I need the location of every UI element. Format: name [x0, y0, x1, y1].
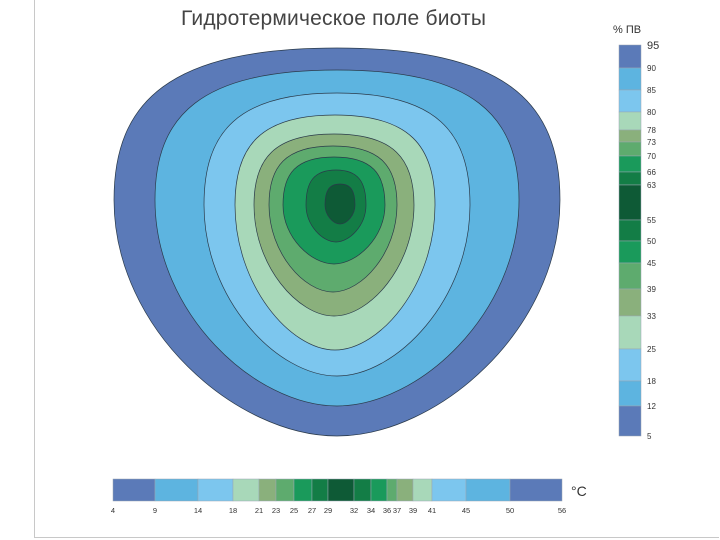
horizontal-scale-segment — [327, 478, 355, 502]
horizontal-scale-segment — [293, 478, 313, 502]
horizontal-scale-tick-label: 45 — [462, 506, 470, 515]
vertical-scale-segment — [618, 315, 642, 350]
vertical-scale-tick-label: 90 — [647, 64, 656, 73]
vertical-scale-tick-label: 85 — [647, 86, 656, 95]
horizontal-scale-segment — [275, 478, 295, 502]
vertical-scale-segment — [618, 380, 642, 407]
horizontal-scale-segment — [311, 478, 329, 502]
vertical-scale-tick-label: 5 — [647, 432, 652, 441]
vertical-scale-segment — [618, 240, 642, 264]
vertical-scale: 95 90 85 80 78 73 70 66 63 55 50 45 39 33 25 18 12 5 — [618, 40, 659, 441]
vertical-scale-tick-label: 66 — [647, 168, 656, 177]
horizontal-scale-segment — [370, 478, 388, 502]
horizontal-scale-tick-label: 4 — [111, 506, 115, 515]
vertical-scale-tick-label: 73 — [647, 138, 656, 147]
figure-title: Гидротермическое поле биоты — [181, 7, 487, 30]
vertical-scale-segment — [618, 44, 642, 69]
vertical-scale-tick-label: 33 — [647, 312, 656, 321]
vertical-scale-segment — [618, 262, 642, 290]
vertical-scale-segment — [618, 219, 642, 242]
horizontal-scale-tick-label: 27 — [308, 506, 316, 515]
vertical-scale-segment — [618, 155, 642, 173]
vertical-scale-segment — [618, 141, 642, 157]
horizontal-scale-segment — [112, 478, 156, 502]
horizontal-scale-tick-label: 9 — [153, 506, 157, 515]
horizontal-scale-tick-label: 32 — [350, 506, 358, 515]
horizontal-scale-tick-label: 36 — [383, 506, 391, 515]
horizontal-scale-segment — [431, 478, 467, 502]
horizontal-scale-segment — [353, 478, 372, 502]
vertical-scale-segment — [618, 67, 642, 91]
horizontal-scale-segment — [465, 478, 511, 502]
contour-field — [113, 47, 561, 437]
horizontal-scale-segment — [232, 478, 260, 502]
vertical-scale-segment — [618, 288, 642, 317]
vertical-scale-tick-label: 95 — [647, 40, 659, 52]
horizontal-scale-tick-label: 25 — [290, 506, 298, 515]
horizontal-scale-tick-label: 14 — [194, 506, 202, 515]
vertical-scale-tick-label: 18 — [647, 377, 656, 386]
horizontal-scale-tick-label: 39 — [409, 506, 417, 515]
vertical-scale-tick-label: 12 — [647, 402, 656, 411]
vertical-scale-segment — [618, 129, 642, 143]
horizontal-scale-tick-label: 23 — [272, 506, 280, 515]
vertical-scale-tick-label: 50 — [647, 237, 656, 246]
vertical-scale-tick-label: 45 — [647, 259, 656, 268]
vertical-scale-tick-label: 78 — [647, 126, 656, 135]
vertical-scale-tick-label: 63 — [647, 181, 656, 190]
horizontal-scale-tick-label: 37 — [393, 506, 401, 515]
vertical-scale-unit: % ПВ — [613, 24, 642, 36]
contour-band-9 — [324, 183, 356, 225]
vertical-scale-segment — [618, 405, 642, 437]
horizontal-scale-tick-label: 56 — [558, 506, 566, 515]
vertical-scale-tick-label: 55 — [647, 216, 656, 225]
horizontal-scale-segment — [412, 478, 433, 502]
horizontal-scale-tick-label: 21 — [255, 506, 263, 515]
vertical-scale-tick-label: 25 — [647, 345, 656, 354]
horizontal-scale-tick-label: 50 — [506, 506, 514, 515]
vertical-scale-tick-label: 70 — [647, 152, 656, 161]
horizontal-scale-segment — [386, 478, 398, 502]
horizontal-scale-tick-label: 29 — [324, 506, 332, 515]
horizontal-scale-tick-label: 41 — [428, 506, 436, 515]
vertical-scale-segment — [618, 348, 642, 382]
horizontal-scale-segment — [154, 478, 199, 502]
horizontal-scale-unit: °C — [571, 483, 587, 499]
vertical-scale-segment — [618, 111, 642, 131]
vertical-scale-segment — [618, 171, 642, 186]
vertical-scale-tick-label: 39 — [647, 285, 656, 294]
horizontal-scale-segment — [258, 478, 277, 502]
horizontal-scale-segment — [197, 478, 234, 502]
horizontal-scale-segment — [509, 478, 563, 502]
horizontal-scale-tick-label: 34 — [367, 506, 375, 515]
horizontal-scale-tick-label: 18 — [229, 506, 237, 515]
vertical-scale-segment — [618, 184, 642, 221]
horizontal-scale: 4 9 14 18 21 23 25 27 29 32 34 36 37 39 41 45 50 56 — [111, 478, 566, 515]
vertical-scale-tick-label: 80 — [647, 108, 656, 117]
figure-frame — [34, 0, 719, 538]
vertical-scale-segment — [618, 89, 642, 113]
horizontal-scale-segment — [396, 478, 414, 502]
